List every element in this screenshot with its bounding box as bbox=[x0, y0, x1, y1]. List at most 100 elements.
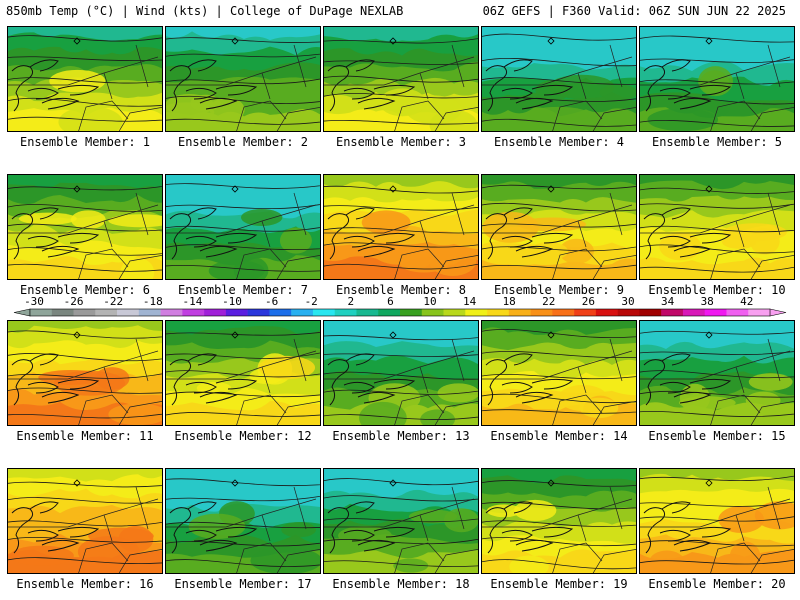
ensemble-member-panel[interactable] bbox=[7, 468, 163, 574]
colorbar-swatch bbox=[726, 309, 749, 316]
colorbar-swatch bbox=[312, 309, 336, 316]
ensemble-member-panel[interactable] bbox=[639, 468, 795, 574]
ensemble-member-label: Ensemble Member: 4 bbox=[493, 135, 625, 149]
ensemble-member-label: Ensemble Member: 16 bbox=[16, 577, 154, 591]
ensemble-member-label: Ensemble Member: 19 bbox=[490, 577, 628, 591]
colorbar-arrow-left bbox=[13, 308, 31, 317]
colorbar-swatch bbox=[138, 309, 161, 316]
colorbar-swatch bbox=[400, 309, 423, 316]
ensemble-member-label: Ensemble Member: 9 bbox=[493, 283, 625, 297]
ensemble-member-label: Ensemble Member: 11 bbox=[16, 429, 154, 443]
colorbar-tick-label: 38 bbox=[701, 295, 714, 308]
colorbar-tick-label: 18 bbox=[503, 295, 516, 308]
ensemble-member-label: Ensemble Member: 15 bbox=[648, 429, 786, 443]
colorbar-swatch bbox=[30, 309, 53, 316]
ensemble-member-panel[interactable] bbox=[7, 174, 163, 280]
ensemble-member-label: Ensemble Member: 6 bbox=[19, 283, 151, 297]
temperature-map bbox=[324, 175, 478, 279]
temperature-map bbox=[8, 469, 162, 573]
colorbar-swatch bbox=[682, 309, 706, 316]
colorbar-tick-label: -22 bbox=[103, 295, 123, 308]
temperature-map bbox=[8, 321, 162, 425]
chart-title: 850mb Temp (°C) | Wind (kts) | College o… bbox=[6, 4, 404, 18]
temperature-map bbox=[324, 27, 478, 131]
colorbar-swatch bbox=[530, 309, 553, 316]
temperature-map bbox=[8, 27, 162, 131]
ensemble-member-label: Ensemble Member: 12 bbox=[174, 429, 312, 443]
colorbar-swatch bbox=[421, 309, 444, 316]
colorbar-swatch bbox=[291, 309, 314, 316]
ensemble-member-label: Ensemble Member: 20 bbox=[648, 577, 786, 591]
colorbar-tick-label: 42 bbox=[740, 295, 753, 308]
temperature-map bbox=[482, 469, 636, 573]
temperature-map bbox=[166, 27, 320, 131]
valid-time-label: 06Z GEFS | F360 Valid: 06Z SUN JUN 22 20… bbox=[482, 4, 786, 18]
temperature-map bbox=[640, 175, 794, 279]
ensemble-member-panel[interactable] bbox=[639, 320, 795, 426]
colorbar-tick-label: 22 bbox=[542, 295, 555, 308]
temperature-colorbar: -30 -26 -22 -18 -14 -10 -6 -2 2 6 10 14 18 22 26 30 34 38… bbox=[13, 295, 787, 317]
temperature-map bbox=[482, 175, 636, 279]
ensemble-member-panel[interactable] bbox=[481, 320, 637, 426]
ensemble-member-panel[interactable] bbox=[165, 468, 321, 574]
colorbar-tick-label: 10 bbox=[423, 295, 436, 308]
ensemble-member-panel[interactable] bbox=[323, 320, 479, 426]
temperature-map bbox=[640, 469, 794, 573]
temperature-map bbox=[324, 321, 478, 425]
ensemble-member-panel[interactable] bbox=[639, 26, 795, 132]
colorbar-swatch bbox=[639, 309, 662, 316]
colorbar-swatch bbox=[247, 309, 270, 316]
ensemble-member-panel[interactable] bbox=[481, 468, 637, 574]
ensemble-member-label: Ensemble Member: 10 bbox=[648, 283, 786, 297]
colorbar-swatch bbox=[552, 309, 575, 316]
ensemble-member-panel[interactable] bbox=[165, 174, 321, 280]
colorbar-swatch bbox=[748, 309, 771, 316]
ensemble-member-label: Ensemble Member: 14 bbox=[490, 429, 628, 443]
colorbar-tick-label: -26 bbox=[64, 295, 84, 308]
ensemble-member-label: Ensemble Member: 7 bbox=[177, 283, 309, 297]
ensemble-member-panel[interactable] bbox=[323, 26, 479, 132]
ensemble-member-panel[interactable] bbox=[165, 320, 321, 426]
colorbar-tick-label: 34 bbox=[661, 295, 675, 308]
colorbar-swatch bbox=[508, 309, 531, 316]
temperature-map bbox=[324, 469, 478, 573]
ensemble-member-label: Ensemble Member: 17 bbox=[174, 577, 312, 591]
colorbar-swatch bbox=[465, 309, 488, 316]
colorbar-swatch bbox=[661, 309, 684, 316]
ensemble-member-panel[interactable] bbox=[481, 26, 637, 132]
ensemble-member-panel[interactable] bbox=[323, 468, 479, 574]
temperature-map bbox=[482, 27, 636, 131]
colorbar-swatch bbox=[334, 309, 357, 316]
colorbar-tick-label: -10 bbox=[222, 295, 242, 308]
colorbar-swatch bbox=[269, 309, 292, 316]
ensemble-member-panel[interactable] bbox=[7, 26, 163, 132]
colorbar-swatch bbox=[443, 309, 466, 316]
ensemble-member-label: Ensemble Member: 3 bbox=[335, 135, 467, 149]
ensemble-member-label: Ensemble Member: 18 bbox=[332, 577, 470, 591]
colorbar-swatch bbox=[704, 309, 727, 316]
temperature-map bbox=[640, 27, 794, 131]
temperature-map bbox=[166, 321, 320, 425]
ensemble-member-panel[interactable] bbox=[481, 174, 637, 280]
ensemble-member-panel[interactable] bbox=[165, 26, 321, 132]
colorbar-tick-label: 2 bbox=[347, 295, 354, 308]
temperature-map bbox=[8, 175, 162, 279]
colorbar-tick-label: 6 bbox=[387, 295, 394, 308]
colorbar-swatch bbox=[73, 309, 96, 316]
colorbar-swatch bbox=[117, 309, 140, 316]
colorbar-tick-label: 14 bbox=[463, 295, 477, 308]
colorbar-swatch bbox=[487, 309, 510, 316]
colorbar-swatch bbox=[95, 309, 118, 316]
colorbar-tick-label: 26 bbox=[582, 295, 595, 308]
colorbar-swatch bbox=[204, 309, 227, 316]
temperature-map bbox=[640, 321, 794, 425]
colorbar-swatch bbox=[595, 309, 618, 316]
ensemble-member-panel[interactable] bbox=[7, 320, 163, 426]
ensemble-member-panel[interactable] bbox=[639, 174, 795, 280]
temperature-map bbox=[166, 175, 320, 279]
ensemble-member-label: Ensemble Member: 1 bbox=[19, 135, 151, 149]
colorbar-tick-label: -2 bbox=[305, 295, 318, 308]
ensemble-member-label: Ensemble Member: 2 bbox=[177, 135, 309, 149]
ensemble-member-label: Ensemble Member: 5 bbox=[651, 135, 783, 149]
ensemble-member-panel[interactable] bbox=[323, 174, 479, 280]
